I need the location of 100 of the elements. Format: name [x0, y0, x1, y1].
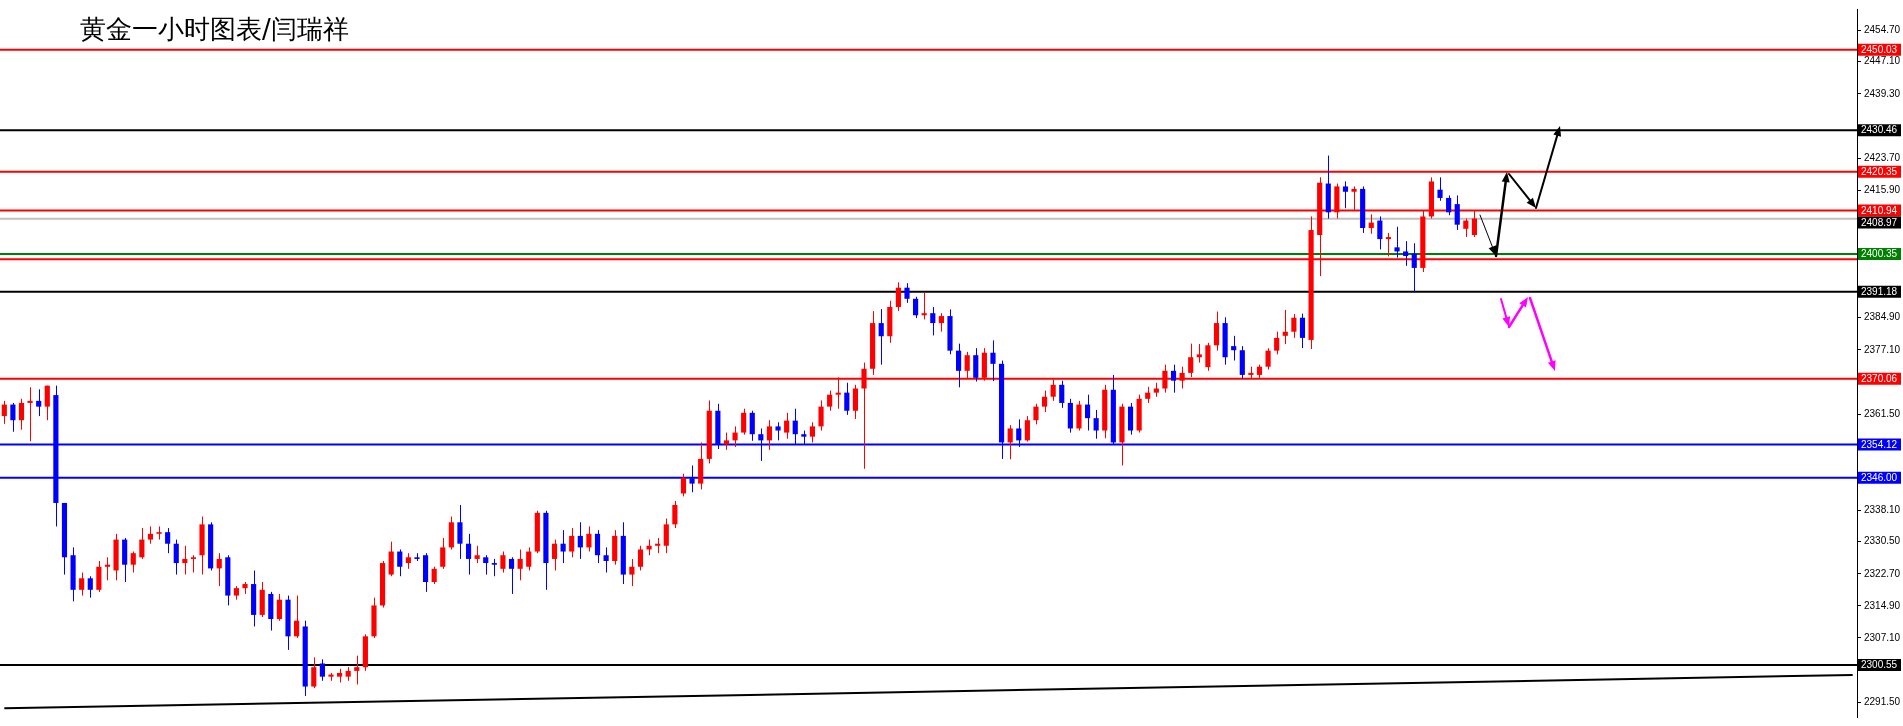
candlestick	[551, 539, 558, 571]
candlestick	[216, 552, 222, 587]
candlestick	[465, 533, 472, 576]
chart-title: 黄金一小时图表/闫瑞祥	[80, 13, 349, 46]
ref-line-label: 2420.35	[1861, 166, 1898, 178]
candlestick	[182, 545, 188, 576]
candlestick	[1041, 390, 1048, 413]
candlestick	[921, 292, 927, 320]
candlestick	[775, 421, 781, 441]
candlestick	[852, 384, 858, 420]
candlestick	[311, 656, 317, 689]
candlestick	[938, 312, 944, 333]
candlestick	[1454, 194, 1460, 231]
candlestick	[1403, 240, 1409, 267]
candlestick	[1282, 309, 1288, 345]
ref-line-label: 2300.55	[1861, 659, 1898, 671]
candlestick	[1196, 343, 1202, 364]
candlestick	[1084, 394, 1091, 432]
candlestick	[1205, 342, 1211, 372]
candlestick	[1, 400, 7, 425]
candlestick	[1342, 180, 1349, 209]
candlestick	[276, 593, 282, 622]
candlestick	[139, 527, 145, 560]
candlestick	[10, 402, 16, 433]
candlestick	[1093, 409, 1099, 440]
candlestick	[904, 282, 910, 304]
candlestick	[79, 572, 85, 597]
ref-line-label: 2354.12	[1861, 438, 1898, 450]
candlestick	[784, 412, 790, 440]
candlestick	[895, 281, 901, 312]
y-tick-label: 2322.70	[1864, 567, 1901, 579]
ref-line-label: 2450.03	[1861, 43, 1898, 55]
candlestick	[1411, 242, 1417, 293]
candlestick	[440, 537, 446, 570]
y-tick-label: 2291.50	[1864, 695, 1901, 707]
candlestick	[732, 425, 738, 448]
candlestick	[1265, 347, 1271, 371]
y-tick-label: 2314.90	[1864, 599, 1901, 611]
candlestick	[156, 525, 162, 541]
candlestick	[603, 546, 609, 574]
candlestick	[319, 658, 325, 682]
candlestick	[483, 554, 489, 576]
candlestick	[827, 390, 833, 412]
candlestick	[1385, 232, 1392, 257]
candlestick	[809, 421, 816, 443]
candlestick	[629, 558, 635, 587]
candlestick	[586, 525, 592, 553]
candlestick	[663, 518, 669, 554]
candlestick	[190, 554, 197, 574]
candlestick	[1076, 400, 1082, 432]
candlestick	[1291, 313, 1297, 339]
candlestick	[569, 527, 575, 558]
candlestick	[818, 399, 824, 432]
candlestick	[397, 548, 403, 577]
candlestick	[18, 398, 25, 431]
y-tick-label: 2439.30	[1864, 87, 1901, 99]
candlestick	[878, 308, 884, 366]
candlestick	[930, 306, 936, 336]
candlestick	[1231, 335, 1237, 362]
candlestick	[1033, 403, 1039, 425]
y-tick-label: 2447.10	[1864, 55, 1901, 67]
candlestick	[1007, 424, 1013, 460]
candlestick	[517, 548, 523, 581]
ref-line-label: 2391.18	[1861, 286, 1898, 298]
y-tick-label: 2415.90	[1864, 183, 1901, 195]
candlestick	[1170, 364, 1177, 394]
candlestick	[956, 343, 962, 388]
ref-line-label: 2430.46	[1861, 124, 1898, 136]
candlestick	[1394, 226, 1400, 259]
candlestick	[526, 546, 532, 571]
candlestick	[173, 539, 179, 576]
y-tick-label: 2330.50	[1864, 535, 1901, 547]
candlestick	[672, 500, 678, 529]
candlestick	[96, 560, 102, 593]
y-tick-label: 2377.10	[1864, 343, 1901, 355]
candlestick	[354, 655, 360, 685]
candlestick	[36, 388, 42, 417]
candlestick	[766, 419, 773, 451]
candlestick	[500, 551, 506, 574]
candlestick	[560, 529, 566, 564]
candlestick	[508, 556, 515, 595]
candlestick	[577, 521, 583, 560]
candlestick	[637, 545, 644, 571]
candlestick	[1377, 215, 1383, 250]
candlestick	[1446, 194, 1452, 216]
candlestick	[680, 473, 687, 497]
y-tick-label: 2384.90	[1864, 311, 1901, 323]
ref-line-label: 2410.94	[1861, 204, 1898, 216]
candlestick	[130, 551, 136, 574]
candlestick	[388, 541, 394, 577]
ref-line-label: 2400.35	[1861, 248, 1898, 260]
ref-line-label: 2346.00	[1861, 472, 1898, 484]
candlestick	[1463, 218, 1469, 238]
candlestick	[1213, 311, 1220, 352]
candlestick	[844, 382, 850, 416]
candlestick	[457, 504, 463, 560]
y-tick-label: 2454.70	[1864, 24, 1901, 36]
candlestick	[990, 339, 996, 382]
candlestick	[1437, 176, 1443, 202]
candlestick	[749, 410, 755, 442]
